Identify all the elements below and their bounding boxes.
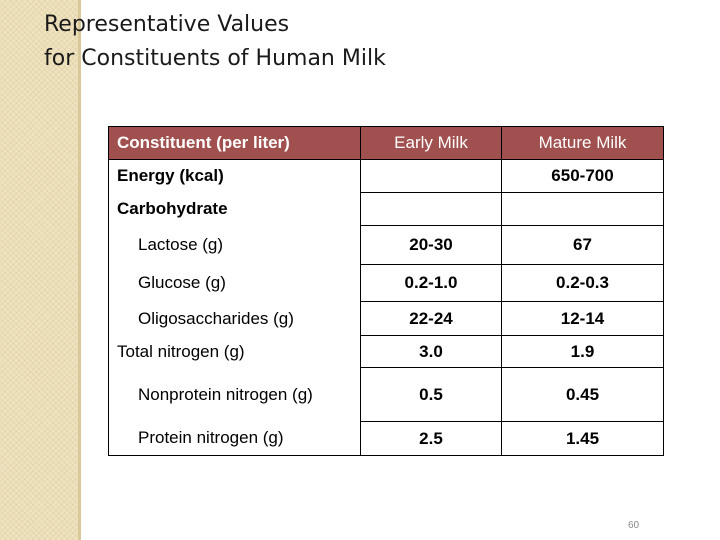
mature-value: 650-700 (501, 159, 664, 193)
header-early-milk: Early Milk (360, 126, 502, 160)
row-label: Protein nitrogen (g) (108, 421, 361, 456)
header-constituent-label: Constituent (117, 133, 217, 152)
mature-value (501, 192, 664, 226)
mature-value: 12-14 (501, 301, 664, 336)
table-row: Energy (kcal) 650-700 (108, 159, 664, 193)
table-row: Nonprotein nitrogen (g) 0.5 0.45 (108, 367, 664, 422)
mature-value: 0.45 (501, 367, 664, 422)
page-number: 60 (628, 520, 640, 531)
early-value (360, 159, 502, 193)
row-label: Total nitrogen (g) (108, 335, 361, 368)
row-label: Carbohydrate (108, 192, 361, 226)
mature-value: 67 (501, 225, 664, 265)
slide-title-line-1: Representative Values (44, 12, 290, 37)
early-value: 0.5 (360, 367, 502, 422)
header-constituent: Constituent (per liter) (108, 126, 361, 160)
row-label: Lactose (g) (108, 225, 361, 265)
table-row: Glucose (g) 0.2-1.0 0.2-0.3 (108, 264, 664, 302)
row-label: Nonprotein nitrogen (g) (108, 367, 361, 422)
early-value: 0.2-1.0 (360, 264, 502, 302)
table-row: Oligosaccharides (g) 22-24 12-14 (108, 301, 664, 336)
row-label: Glucose (g) (108, 264, 361, 302)
table-row: Total nitrogen (g) 3.0 1.9 (108, 335, 664, 368)
header-per-liter: (per liter) (216, 133, 290, 152)
slide-title: Representative Values for Constituents o… (44, 8, 386, 76)
milk-constituents-table: Constituent (per liter) Early Milk Matur… (108, 126, 664, 456)
row-label: Oligosaccharides (g) (108, 301, 361, 336)
table-row: Lactose (g) 20-30 67 (108, 225, 664, 265)
early-value: 22-24 (360, 301, 502, 336)
slide-title-line-2: for Constituents of Human Milk (44, 46, 386, 71)
early-value: 20-30 (360, 225, 502, 265)
mature-value: 1.9 (501, 335, 664, 368)
early-value (360, 192, 502, 226)
decorative-side-bar (0, 0, 78, 540)
table-row: Carbohydrate (108, 192, 664, 226)
table-header-row: Constituent (per liter) Early Milk Matur… (108, 126, 664, 160)
early-value: 3.0 (360, 335, 502, 368)
side-divider-line (78, 0, 81, 540)
row-label: Energy (kcal) (108, 159, 361, 193)
table-row: Protein nitrogen (g) 2.5 1.45 (108, 421, 664, 456)
early-value: 2.5 (360, 421, 502, 456)
header-mature-milk: Mature Milk (501, 126, 664, 160)
mature-value: 1.45 (501, 421, 664, 456)
mature-value: 0.2-0.3 (501, 264, 664, 302)
